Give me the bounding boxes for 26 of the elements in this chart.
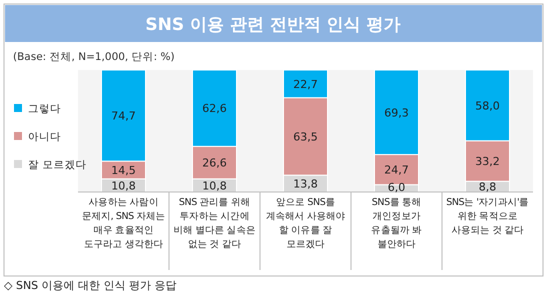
text: ◇ SNS 이용에 대한 인식 평가 응답	[4, 279, 177, 292]
x-tick-label: 사용하는 사람이 문제지, SNS 자체는 매우 효율적인 도구라고 생각한다	[82, 197, 166, 250]
x-tick-label: SNS 관리를 위해 투자하는 시간에 비해 별다른 실속은 없는 것 같다	[173, 197, 256, 250]
data-label: 13,8	[293, 178, 318, 191]
chart-title: SNS 이용 관련 전반적 인식 평가	[145, 15, 401, 35]
data-label: 26,6	[202, 156, 227, 170]
chart-subtitle: (Base: 전체, N=1,000, 단위: %)	[13, 51, 175, 63]
data-label: 69,3	[384, 106, 409, 120]
data-label: 62,6	[202, 102, 227, 116]
legend-label: 그렇다	[28, 103, 61, 115]
data-label: 14,5	[111, 164, 136, 177]
data-label: 24,7	[384, 164, 409, 177]
data-label: 6,0	[388, 181, 406, 194]
data-label: 63,5	[293, 130, 318, 144]
data-label: 8,8	[478, 180, 496, 194]
x-tick-label: SNS를 통해 개인정보가 유출될까 봐 불안하다	[371, 197, 422, 250]
data-label: 33,2	[475, 155, 500, 168]
data-label: 74,7	[111, 110, 136, 123]
data-label: 10,8	[111, 179, 136, 192]
x-tick-label: 앞으로 SNS를 계속해서 사용해야 할 이유를 잘 모르겠다	[266, 197, 346, 250]
data-label: 10,8	[202, 179, 227, 192]
data-label: 22,7	[293, 78, 318, 91]
legend-label: 아니다	[28, 131, 61, 143]
legend-label: 잘 모르겠다	[28, 159, 86, 171]
x-tick-label: SNS는 '자기과시'를 위한 목적으로 사용되는 것 같다	[446, 197, 530, 236]
data-label: 58,0	[475, 99, 500, 112]
